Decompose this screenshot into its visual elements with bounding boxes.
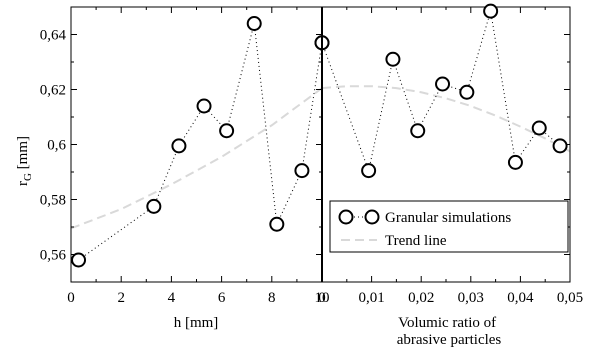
- left-x-tick-label: 4: [168, 290, 176, 306]
- legend-marker-circle-left: [338, 209, 354, 225]
- left-data-point: [146, 198, 162, 214]
- right-x-tick-label: 0,01: [358, 290, 384, 306]
- legend-label-granular-simulations: Granular simulations: [385, 210, 511, 226]
- left-data-point: [71, 252, 87, 268]
- right-data-point: [552, 138, 568, 154]
- right-x-axis-label-line-1: Volumic ratio of: [398, 315, 496, 331]
- y-axis-label-subscript: G: [22, 173, 34, 181]
- left-data-point: [219, 123, 235, 139]
- right-data-point: [361, 163, 377, 179]
- y-tick-label: 0,64: [40, 28, 67, 44]
- right-data-point: [531, 120, 547, 136]
- right-data-point: [410, 123, 426, 139]
- legend: Granular simulations Trend line: [329, 200, 569, 253]
- y-axis-label: rG [mm]: [15, 136, 34, 186]
- right-data-point: [507, 154, 523, 170]
- y-axis-label-main: r: [15, 181, 31, 186]
- left-panel: 0 2 4 6 8 10 0,56 0,58 0,6 0,62 0,64: [40, 6, 330, 306]
- legend-label-trend-line: Trend line: [385, 233, 447, 249]
- left-data-point: [196, 98, 212, 114]
- left-data-point: [171, 138, 187, 154]
- right-x-axis-label-line-2: abrasive particles: [397, 332, 502, 348]
- right-x-tick-label: 0,05: [557, 290, 583, 306]
- right-x-tick-label: 0,04: [507, 290, 534, 306]
- left-granular-series-line: [78, 23, 323, 261]
- left-x-tick-label: 10: [315, 290, 330, 306]
- right-x-tick-label: 0,02: [408, 290, 434, 306]
- right-data-point: [385, 51, 401, 67]
- right-x-tick-label: 0: [318, 290, 326, 306]
- y-tick-label: 0,56: [40, 248, 67, 264]
- left-x-tick-label: 0: [67, 290, 75, 306]
- right-data-point: [483, 3, 499, 19]
- left-plot-frame: [70, 6, 323, 283]
- y-tick-label: 0,6: [47, 138, 66, 154]
- legend-box: [329, 200, 569, 253]
- left-trend-line: [70, 87, 323, 230]
- right-x-axis-label: Volumic ratio of abrasive particles: [397, 315, 502, 348]
- left-data-point: [246, 16, 262, 31]
- left-x-tick-label: 2: [117, 290, 125, 306]
- legend-marker-circle-right: [364, 209, 380, 225]
- left-data-point: [269, 216, 285, 232]
- left-data-point: [294, 163, 310, 179]
- right-x-tick-label: 0,03: [458, 290, 484, 306]
- left-x-tick-label: 6: [218, 290, 226, 306]
- right-trend-line: [321, 85, 571, 153]
- y-axis-label-unit: [mm]: [15, 136, 31, 173]
- left-x-axis-label: h [mm]: [174, 315, 219, 331]
- left-x-tick-label: 8: [268, 290, 276, 306]
- right-data-point: [435, 76, 451, 92]
- y-tick-label: 0,58: [40, 193, 66, 209]
- y-tick-label: 0,62: [40, 83, 66, 99]
- right-panel: 0 0,01 0,02 0,03 0,04 0,05: [314, 3, 583, 306]
- right-data-point: [459, 84, 475, 100]
